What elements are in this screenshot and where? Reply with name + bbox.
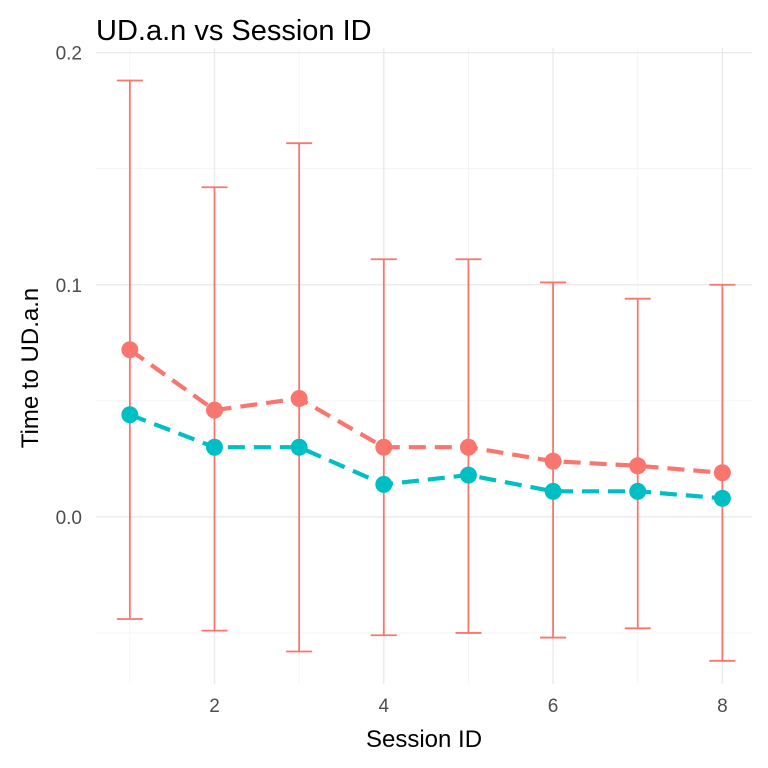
data-points xyxy=(121,341,731,507)
series-lines xyxy=(128,348,723,501)
y-tick-label: 0.2 xyxy=(56,44,82,65)
series-1-point xyxy=(290,389,308,407)
error-bars xyxy=(116,79,736,662)
series-1-point xyxy=(459,438,477,456)
series-2-point xyxy=(629,482,647,500)
series-1-point xyxy=(544,452,562,470)
y-tick-label: 0.1 xyxy=(56,276,82,297)
x-tick-label: 4 xyxy=(379,696,390,717)
series-2-line xyxy=(129,412,723,501)
series-2-point xyxy=(544,482,562,500)
series-2-point xyxy=(459,466,477,484)
series-2-point xyxy=(713,489,731,507)
series-2-point xyxy=(290,438,308,456)
x-axis-title: Session ID xyxy=(366,726,482,753)
series-1-point xyxy=(713,464,731,482)
series-2-point xyxy=(121,406,139,424)
x-tick-label: 8 xyxy=(717,696,728,717)
tick-labels: 0.0 0.1 0.2 2 4 6 8 xyxy=(56,44,728,717)
chart-title: UD.a.n vs Session ID xyxy=(96,15,372,47)
x-tick-label: 6 xyxy=(548,696,559,717)
series-1-point xyxy=(629,457,647,475)
series-1-point xyxy=(375,438,393,456)
series-2-point xyxy=(375,475,393,493)
series-2-point xyxy=(206,438,224,456)
series-1-point xyxy=(121,341,139,359)
y-axis-title: Time to UD.a.n xyxy=(17,288,44,449)
y-tick-label: 0.0 xyxy=(56,508,82,529)
series-1-point xyxy=(206,401,224,419)
grid xyxy=(96,48,752,684)
x-tick-label: 2 xyxy=(209,696,220,717)
series-1-line xyxy=(128,348,723,475)
